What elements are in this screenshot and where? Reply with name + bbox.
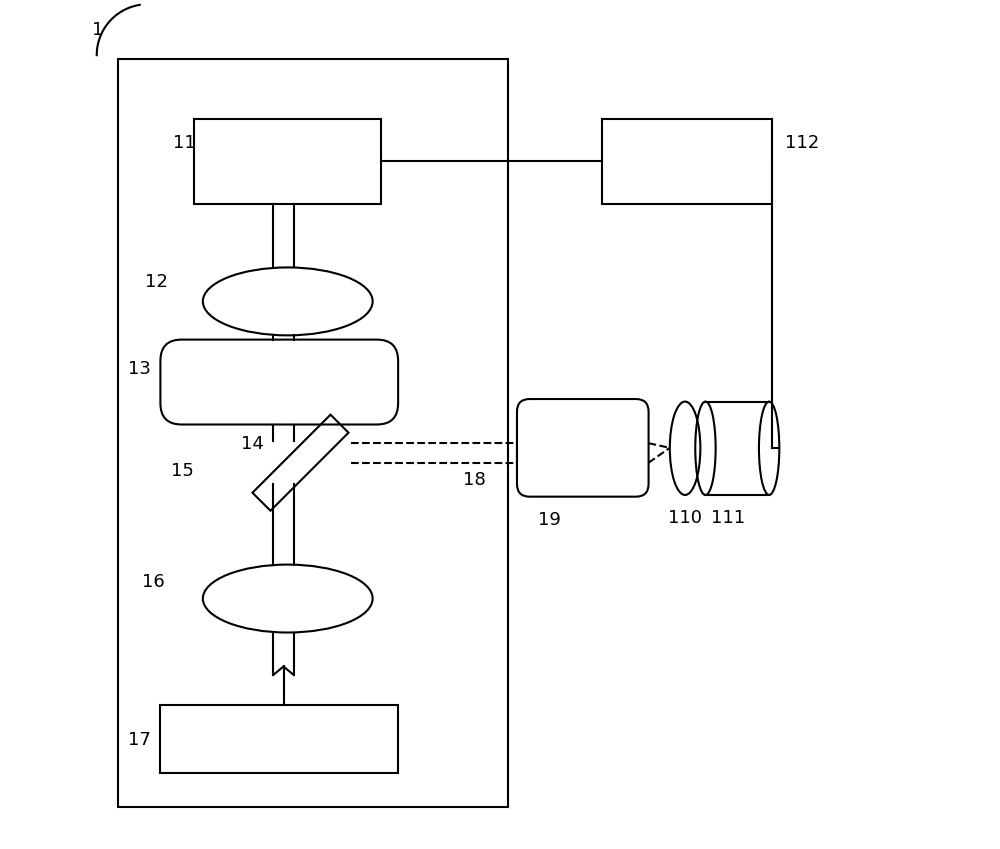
Bar xyxy=(602,119,772,204)
Text: 1: 1 xyxy=(92,20,104,39)
Bar xyxy=(118,59,508,807)
Text: 11: 11 xyxy=(173,133,196,152)
Text: 17: 17 xyxy=(128,731,151,750)
Text: 18: 18 xyxy=(463,470,486,489)
Bar xyxy=(160,705,398,773)
Text: 16: 16 xyxy=(142,572,164,591)
Text: 112: 112 xyxy=(785,133,820,152)
Text: 13: 13 xyxy=(128,360,151,379)
Text: 12: 12 xyxy=(145,273,168,291)
Text: 15: 15 xyxy=(171,462,193,481)
Bar xyxy=(194,119,381,204)
Text: 19: 19 xyxy=(538,510,561,529)
Text: 14: 14 xyxy=(241,435,264,453)
Text: 111: 111 xyxy=(711,509,745,527)
Text: 110: 110 xyxy=(668,509,702,527)
